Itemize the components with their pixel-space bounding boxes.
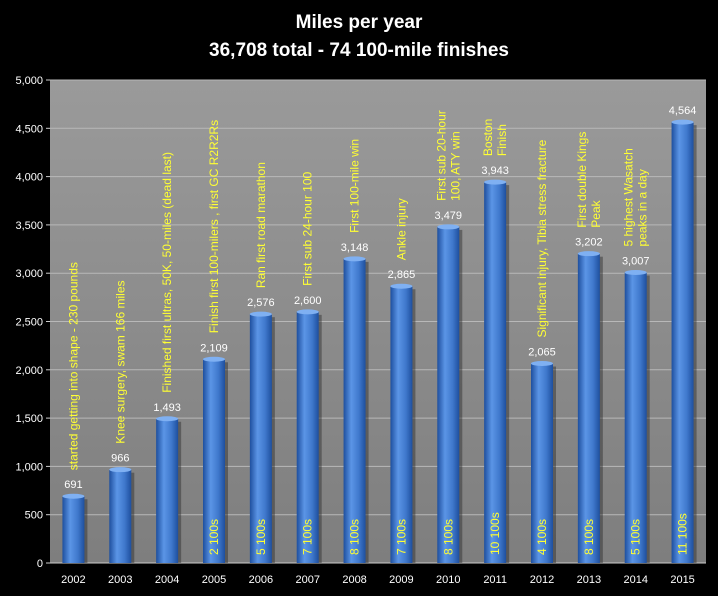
y-tick-label: 2,500 xyxy=(15,317,43,329)
bar-annotation: First sub 20-hour xyxy=(434,110,448,201)
bar xyxy=(437,226,460,564)
bar xyxy=(156,418,179,563)
x-tick-label: 2011 xyxy=(483,574,507,586)
bar-top xyxy=(62,493,85,499)
bar-annotation: Ankle injury xyxy=(394,198,408,260)
y-tick-label: 1,000 xyxy=(15,461,43,473)
data-label: 691 xyxy=(64,479,82,491)
bar-finishes-label: 5 100s xyxy=(254,519,268,555)
data-label: 1,493 xyxy=(153,402,181,414)
bar-annotation: Finish xyxy=(495,124,509,156)
bar xyxy=(577,253,600,563)
bar xyxy=(249,314,272,563)
bar-finishes-label: 11 100s xyxy=(676,513,690,555)
x-tick-label: 2003 xyxy=(108,574,132,586)
data-label: 2,600 xyxy=(294,295,322,307)
bar-top xyxy=(296,309,319,315)
chart-title: Miles per year xyxy=(296,12,423,33)
chart-subtitle: 36,708 total - 74 100-mile finishes xyxy=(209,40,509,61)
bar-top xyxy=(671,119,694,125)
bar xyxy=(671,122,694,563)
bar-finishes-label: 4 100s xyxy=(535,519,549,555)
data-label: 3,943 xyxy=(481,165,509,177)
x-tick-label: 2015 xyxy=(670,574,694,586)
bar-annotation: Finish first 100-milers , first GC R2R2R… xyxy=(207,120,221,333)
data-label: 3,202 xyxy=(575,237,603,249)
bar xyxy=(343,258,366,563)
y-tick-label: 1,500 xyxy=(15,413,43,425)
bar-finishes-label: 8 100s xyxy=(582,519,596,555)
x-tick-label: 2013 xyxy=(577,574,601,586)
data-label: 2,065 xyxy=(528,347,556,359)
x-tick-label: 2009 xyxy=(389,574,413,586)
data-label: 3,007 xyxy=(622,256,650,268)
bar-finishes-label: 10 100s xyxy=(488,512,502,555)
bar-annotation: Finished first ultras, 50K, 50-miles (de… xyxy=(160,152,174,393)
x-tick-label: 2005 xyxy=(202,574,226,586)
bar-top xyxy=(390,283,413,289)
y-tick-label: 500 xyxy=(25,510,43,522)
bar xyxy=(484,182,507,563)
bar xyxy=(203,359,225,563)
bar-annotation: First sub 24-hour 100 xyxy=(301,171,315,285)
bar-finishes-label: 7 100s xyxy=(301,519,315,555)
bar-annotation: First double Kings xyxy=(575,132,589,228)
bar-top xyxy=(437,224,460,230)
data-label: 2,576 xyxy=(247,297,275,309)
y-tick-label: 5,000 xyxy=(15,75,43,87)
bar-top xyxy=(249,311,272,317)
bar-annotation: Peak xyxy=(589,199,603,227)
bar-finishes-label: 8 100s xyxy=(441,519,455,555)
bar-top xyxy=(577,251,600,257)
bar-finishes-label: 2 100s xyxy=(207,519,221,555)
x-tick-label: 2014 xyxy=(623,574,647,586)
bar-top xyxy=(203,356,225,362)
data-label: 3,148 xyxy=(341,242,369,254)
bar-annotation: Significant injury, Tibia stress fractur… xyxy=(535,139,549,337)
bar-annotation: Ran first road marathon xyxy=(254,162,268,288)
data-label: 966 xyxy=(111,453,129,465)
bar-annotation: peaks in a day xyxy=(636,169,650,246)
bar-top xyxy=(531,361,553,367)
bar-top xyxy=(109,467,132,473)
x-tick-label: 2012 xyxy=(530,574,554,586)
bar-finishes-label: 7 100s xyxy=(394,519,408,555)
y-tick-label: 3,500 xyxy=(15,220,43,232)
data-label: 3,479 xyxy=(435,210,463,222)
bar xyxy=(531,363,553,563)
data-label: 2,109 xyxy=(200,342,228,354)
bar-annotation: 100, ATY win xyxy=(448,131,462,201)
y-tick-label: 2,000 xyxy=(15,365,43,377)
data-label: 2,865 xyxy=(388,269,416,281)
x-tick-label: 2010 xyxy=(436,574,460,586)
bar-annotation: 5 highest Wasatch xyxy=(622,148,636,246)
bar-annotation: Boston xyxy=(481,119,495,156)
bar-finishes-label: 5 100s xyxy=(629,519,643,555)
bar xyxy=(62,496,85,563)
bar-top xyxy=(484,179,507,185)
bar-annotation: started getting into shape - 230 pounds xyxy=(66,262,80,470)
x-tick-label: 2006 xyxy=(249,574,273,586)
x-tick-label: 2002 xyxy=(61,574,85,586)
x-tick-label: 2007 xyxy=(295,574,319,586)
y-tick-label: 3,000 xyxy=(15,268,43,280)
x-tick-label: 2004 xyxy=(155,574,179,586)
bar-top xyxy=(156,416,179,422)
bar xyxy=(390,286,413,563)
bar-annotation: Knee surgery, swam 166 miles xyxy=(113,280,127,443)
bar xyxy=(296,311,319,563)
y-tick-label: 0 xyxy=(37,558,43,570)
bar xyxy=(109,469,132,563)
bar-annotation: First 100-mile win xyxy=(348,139,362,233)
y-tick-label: 4,500 xyxy=(15,123,43,135)
bar-finishes-label: 8 100s xyxy=(348,519,362,555)
x-tick-label: 2008 xyxy=(342,574,366,586)
bar-top xyxy=(343,256,366,262)
data-label: 4,564 xyxy=(669,105,697,117)
bar-top xyxy=(624,270,647,276)
bar xyxy=(624,272,647,563)
y-tick-label: 4,000 xyxy=(15,172,43,184)
